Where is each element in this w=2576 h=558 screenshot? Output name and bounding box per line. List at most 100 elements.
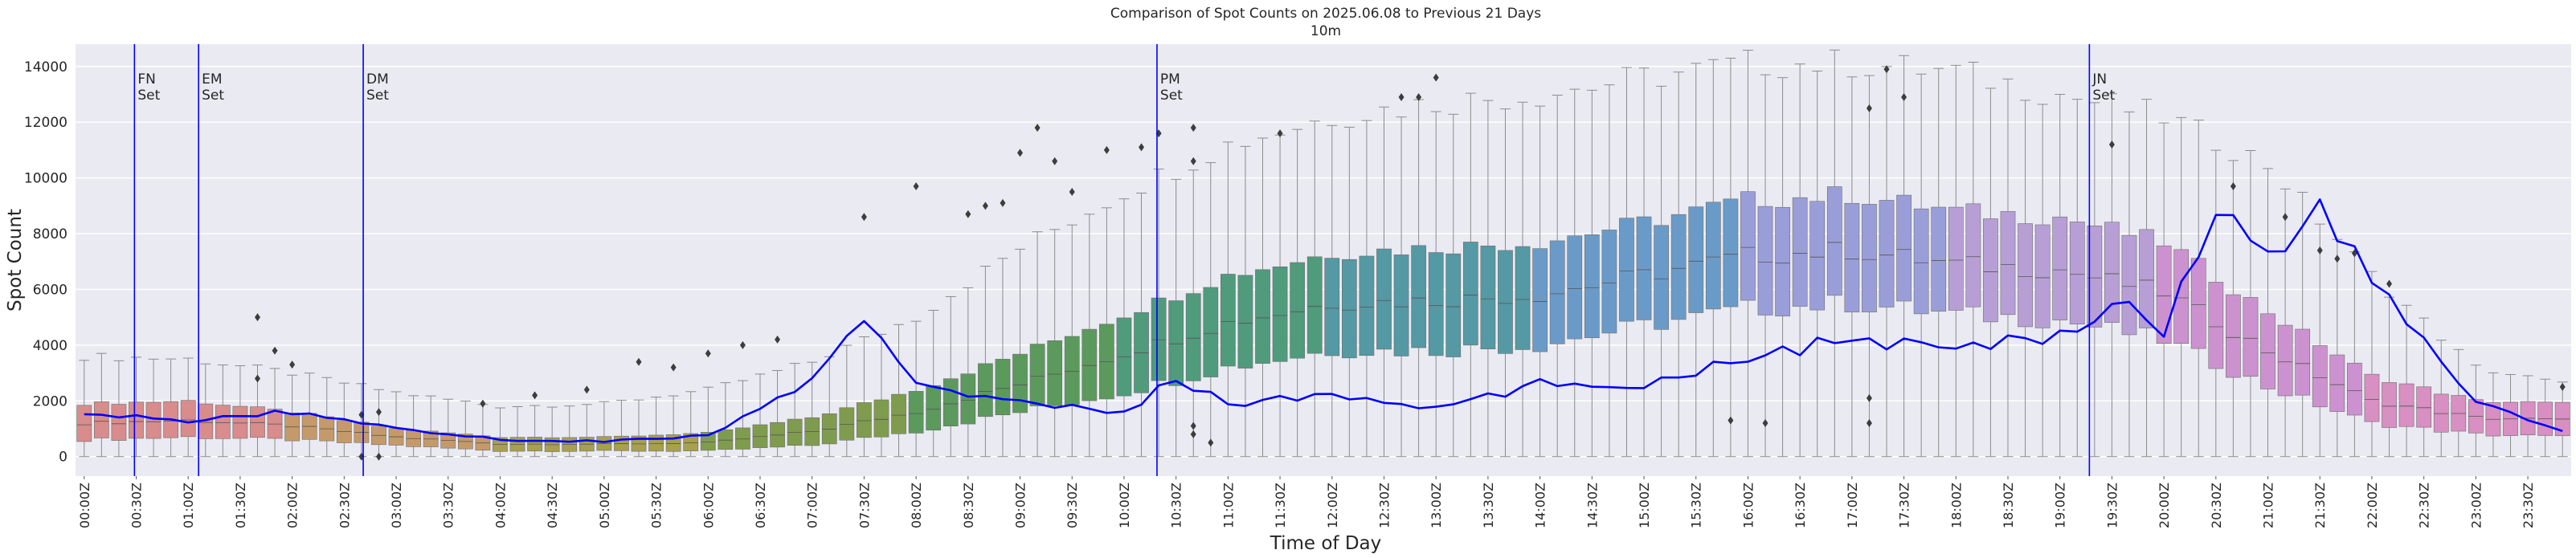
box [1549,240,1565,344]
box [1896,194,1912,302]
box [1290,262,1306,359]
box [752,424,768,448]
box [857,402,872,438]
box [1064,336,1080,405]
outlier-point [1416,92,1422,101]
y-axis-ticks: 0 2000 4000 6000 8000 10000 12000 14000 [24,59,67,466]
box [2329,354,2345,412]
box [1584,234,1600,339]
x-tick-label: 14:30Z [1584,483,1600,528]
x-tick-label: 05:00Z [597,483,612,528]
outlier-point [1433,73,1439,82]
box [2382,382,2397,428]
box [1965,203,1981,308]
x-tick-label: 15:00Z [1637,483,1652,528]
box [1393,255,1409,356]
outlier-point [2334,255,2341,263]
box [1705,202,1721,310]
outlier-point [1866,393,1872,402]
box [1185,293,1201,381]
marker-label: JN Set [2091,71,2115,104]
x-tick-label: 16:30Z [1793,483,1808,528]
x-tick-label: 19:30Z [2104,483,2120,528]
y-tick-label: 10000 [24,171,67,187]
box [1498,250,1513,354]
y-tick-label: 14000 [24,59,67,75]
box [2018,223,2033,328]
box [873,399,889,438]
box [1740,191,1756,301]
box [1567,235,1583,340]
box [960,373,976,425]
series-line [84,198,2563,443]
x-tick-label: 20:30Z [2209,483,2224,528]
outlier-point [1208,438,1214,447]
x-tick-label: 20:00Z [2157,483,2172,528]
outlier-point [1762,419,1768,428]
y-tick-label: 2000 [33,393,67,409]
box [1255,269,1270,364]
outlier-point [739,340,746,349]
box [1723,198,1739,308]
box [2208,282,2224,369]
marker-label: FN Set [137,71,160,104]
x-tick-label: 00:30Z [129,483,144,528]
box [1636,216,1652,320]
y-tick-label: 6000 [33,282,67,298]
box [2139,229,2154,328]
y-tick-label: 8000 [33,226,67,242]
box [2416,386,2432,428]
outlier-point [1190,157,1196,165]
x-tick-label: 06:00Z [701,483,716,528]
box [1826,186,1842,296]
outlier-point [1000,198,1006,207]
outlier-point [1017,149,1024,157]
box [2260,313,2275,389]
outlier-point [2316,246,2323,255]
box [2000,211,2016,316]
box [1809,201,1826,311]
boxes [76,186,2570,452]
box [2398,383,2414,427]
grid-lines [76,66,2571,458]
outlier-point [480,399,486,408]
box [1757,206,1773,316]
box [1203,287,1219,377]
outlier-point [636,357,642,366]
outlier-point [2386,279,2393,288]
box [2121,234,2137,336]
outlier-point [1190,124,1196,132]
x-tick-label: 22:00Z [2365,483,2380,528]
outlier-point [1139,143,1145,152]
box [718,429,734,450]
x-tick-label: 07:00Z [805,483,820,528]
outlier-point [1103,145,1110,154]
box [839,407,855,441]
box [2433,393,2449,433]
x-tick-label: 10:30Z [1169,483,1184,528]
x-tick-label: 11:00Z [1221,483,1236,528]
outlier-point [583,385,590,394]
box [683,433,699,451]
box [942,378,959,426]
outlier-point [289,360,296,369]
series [84,198,2563,443]
box [2190,258,2206,349]
box [1879,200,1895,308]
x-tick-label: 04:30Z [545,483,560,528]
chart-title: Comparison of Spot Counts on 2025.06.08 … [1110,6,1541,22]
x-tick-label: 05:30Z [649,483,664,528]
box [1775,206,1790,316]
box [1532,248,1548,352]
outlier-point [1190,430,1196,438]
box [1983,218,1998,323]
x-tick-label: 10:00Z [1117,483,1132,528]
x-tick-label: 21:00Z [2261,483,2276,528]
box [1306,256,1323,354]
box [2295,328,2311,396]
outlier-point [982,202,988,210]
x-tick-label: 12:30Z [1376,483,1392,528]
box [2277,324,2293,397]
chart-subtitle: 10m [1310,23,1341,39]
box [2156,245,2172,344]
